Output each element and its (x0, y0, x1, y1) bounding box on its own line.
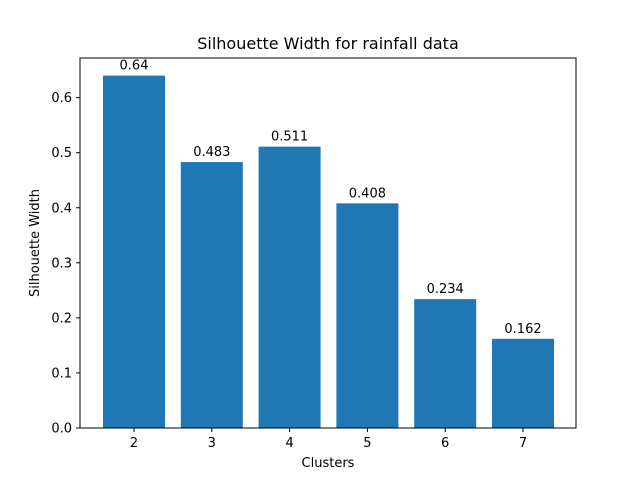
x-tick-label: 4 (285, 436, 293, 451)
y-tick-label: 0.4 (51, 201, 72, 216)
bar-value-label: 0.511 (271, 130, 308, 145)
bar-cluster-4 (258, 146, 321, 428)
bar-value-label: 0.483 (193, 145, 230, 160)
bar-cluster-6 (414, 299, 477, 428)
bars-group (103, 75, 554, 429)
bar-value-label: 0.234 (427, 282, 464, 297)
x-tick-label: 7 (519, 436, 527, 451)
bar-cluster-7 (492, 338, 554, 428)
y-tick-label: 0.5 (51, 146, 72, 161)
x-tick-label: 3 (208, 436, 216, 451)
x-axis-ticks: 2 3 4 5 6 7 (130, 428, 527, 451)
bar-value-label: 0.162 (504, 322, 541, 337)
y-tick-label: 0.3 (51, 256, 72, 271)
bar-value-label: 0.408 (349, 186, 386, 201)
y-tick-label: 0.0 (51, 422, 72, 437)
bar-value-labels: 0.64 0.483 0.511 0.408 0.234 0.162 (120, 59, 542, 337)
y-axis-ticks: 0.0 0.1 0.2 0.3 0.4 0.5 0.6 (51, 91, 80, 437)
x-tick-label: 2 (130, 436, 138, 451)
bar-value-label: 0.64 (120, 59, 149, 74)
y-tick-label: 0.1 (51, 366, 72, 381)
x-tick-label: 6 (441, 436, 449, 451)
plot-frame (79, 57, 577, 429)
bar-cluster-5 (336, 203, 399, 428)
y-tick-label: 0.2 (51, 311, 72, 326)
y-axis-label: Silhouette Width (28, 189, 43, 297)
x-axis-label: Clusters (302, 456, 355, 471)
chart-title: Silhouette Width for rainfall data (197, 34, 459, 53)
x-tick-label: 5 (363, 436, 371, 451)
y-tick-label: 0.6 (51, 91, 72, 106)
bar-cluster-3 (180, 162, 243, 428)
bar-cluster-2 (103, 75, 165, 429)
